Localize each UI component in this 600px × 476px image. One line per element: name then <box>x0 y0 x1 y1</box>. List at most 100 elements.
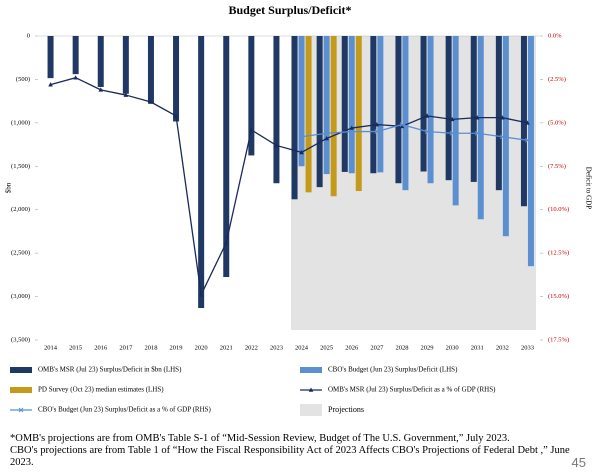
y2-tick-label: (17.5%) <box>548 336 569 343</box>
x-tick-label: 2019 <box>170 344 183 351</box>
legend-label: OMB's MSR (Jul 23) Surplus/Deficit in $b… <box>38 366 182 374</box>
marker <box>299 134 304 140</box>
marker <box>249 127 254 132</box>
legend-label: OMB's MSR (Jul 23) Surplus/Deficit as a … <box>328 386 496 394</box>
page-number: 45 <box>571 455 586 470</box>
marker <box>399 123 405 129</box>
y-tick-label: (500) <box>16 76 30 83</box>
y2-axis-title: Deficit to GDP <box>584 167 592 209</box>
x-tick-label: 2024 <box>295 344 309 351</box>
marker <box>499 134 505 140</box>
marker <box>500 115 505 120</box>
y2-tick-label: (10.0%) <box>548 206 569 213</box>
marker <box>324 130 330 136</box>
marker <box>123 92 129 97</box>
marker <box>48 82 53 87</box>
bar <box>377 36 384 173</box>
bar <box>370 36 377 174</box>
marker <box>474 130 480 136</box>
chart-title: Budget Surplus/Deficit* <box>228 3 351 17</box>
bar <box>323 36 330 175</box>
legend-label: CBO's Budget (Jun 23) Surplus/Deficit as… <box>38 406 212 414</box>
bar <box>420 36 427 172</box>
bar <box>305 36 312 193</box>
x-tick-label: 2021 <box>220 344 233 351</box>
bar <box>72 36 79 75</box>
bar <box>223 36 230 278</box>
x-tick-label: 2033 <box>521 344 534 351</box>
x-tick-label: 2027 <box>370 344 384 351</box>
legend-label: Projections <box>328 405 364 414</box>
bar <box>147 36 154 104</box>
footnote: *OMB's projections are from OMB's Table … <box>10 433 510 444</box>
x-tick-label: 2031 <box>471 344 484 351</box>
y-tick-label: (3,500) <box>11 336 30 343</box>
bar <box>402 36 409 191</box>
legend-label: CBO's Budget (Jun 23) Surplus/Deficit (L… <box>328 366 458 374</box>
bar <box>520 36 527 207</box>
bar <box>248 36 255 156</box>
bar <box>47 36 54 79</box>
x-tick-label: 2025 <box>320 344 333 351</box>
bar <box>452 36 459 206</box>
y-tick-label: (2,500) <box>11 250 30 257</box>
x-tick-label: 2023 <box>270 344 283 351</box>
bar <box>316 36 323 188</box>
y-tick-label: (1,500) <box>11 163 30 170</box>
marker <box>399 122 405 127</box>
x-tick-label: 2028 <box>395 344 408 351</box>
x-tick-label: 2030 <box>446 344 459 351</box>
bar <box>502 36 509 237</box>
bar <box>348 36 355 174</box>
line <box>50 76 528 298</box>
marker <box>374 129 380 134</box>
y-tick-label: 0 <box>27 32 30 39</box>
legend-swatch <box>300 404 322 416</box>
bar <box>495 36 502 191</box>
chart: Budget Surplus/Deficit* $bn Deficit to G… <box>5 3 592 416</box>
marker <box>148 99 154 104</box>
marker <box>449 116 455 122</box>
y-axis-title: $bn <box>5 182 13 193</box>
marker <box>525 137 530 143</box>
marker <box>374 122 380 127</box>
bar <box>298 36 305 167</box>
bar <box>470 36 477 182</box>
x-tick-label: 2029 <box>421 344 434 351</box>
bar <box>173 36 180 122</box>
bar <box>477 36 484 220</box>
bar <box>273 36 280 184</box>
y-tick-label: (2,000) <box>11 206 30 213</box>
legend-swatch <box>10 387 32 393</box>
marker <box>274 142 279 148</box>
line <box>301 123 528 141</box>
bar <box>427 36 434 184</box>
y2-tick-label: (7.5%) <box>548 163 566 170</box>
marker <box>349 129 355 134</box>
marker <box>449 130 455 136</box>
bar <box>395 36 402 184</box>
marker <box>324 135 329 141</box>
bar <box>198 36 205 309</box>
bar <box>527 36 534 267</box>
x-tick-label: 2014 <box>44 344 58 351</box>
y2-tick-label: (5.0%) <box>548 119 566 126</box>
marker <box>424 129 430 134</box>
legend-swatch <box>300 367 322 373</box>
marker <box>349 125 355 130</box>
x-tick-label: 2016 <box>94 344 108 351</box>
bar <box>341 36 348 172</box>
bar <box>291 36 298 200</box>
y2-tick-label: (2.5%) <box>548 76 566 83</box>
bar <box>445 36 452 181</box>
x-tick-label: 2018 <box>144 344 157 351</box>
x-tick-label: 2032 <box>496 344 509 351</box>
marker <box>474 115 480 120</box>
legend-marker <box>308 387 314 392</box>
y-tick-label: (1,000) <box>11 119 30 126</box>
marker <box>424 113 430 118</box>
x-tick-label: 2015 <box>69 344 82 351</box>
bar <box>97 36 104 87</box>
bar <box>330 36 337 197</box>
